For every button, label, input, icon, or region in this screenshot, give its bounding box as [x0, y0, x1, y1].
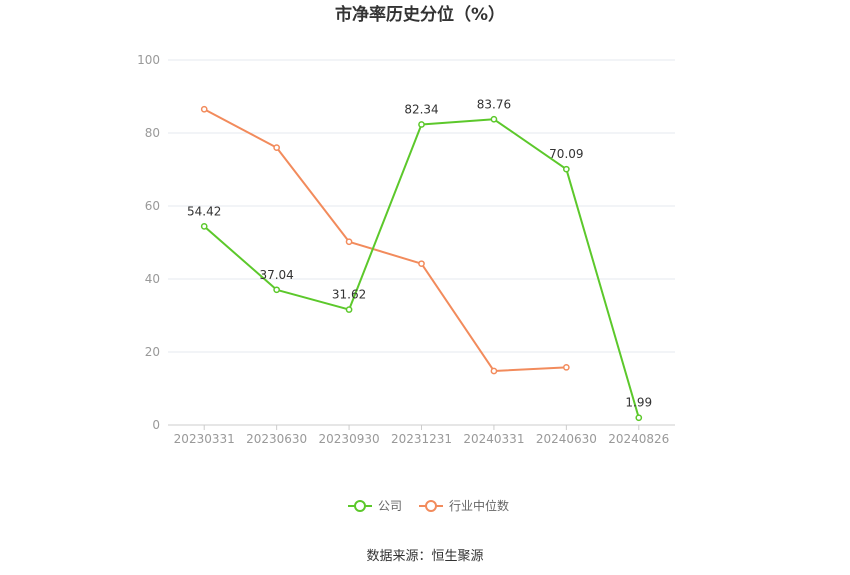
x-tick-label: 20231231	[391, 432, 452, 446]
legend-item-1[interactable]: 行业中位数	[419, 498, 509, 513]
data-source: 数据来源：恒生聚源	[366, 549, 483, 564]
grid	[168, 59, 675, 353]
series: 54.42 37.04 31.62 82.34 83.76 70.09 1.99	[187, 97, 652, 422]
data-point[interactable]	[563, 363, 570, 371]
y-tick-label: 20	[145, 345, 160, 359]
data-label: 82.34	[404, 102, 438, 116]
data-point[interactable]	[345, 306, 353, 313]
x-tick-label: 20240630	[536, 432, 597, 446]
legend-marker-icon	[425, 500, 437, 512]
y-tick-label: 100	[137, 53, 160, 67]
series-0: 54.42 37.04 31.62 82.34 83.76 70.09 1.99	[187, 97, 652, 422]
series-1	[200, 105, 570, 375]
y-tick-label: 40	[145, 272, 160, 286]
data-point[interactable]	[490, 115, 498, 123]
series-line	[203, 108, 567, 372]
data-point[interactable]	[490, 367, 498, 375]
data-label: 1.99	[625, 396, 652, 410]
x-tick-label: 20240331	[463, 432, 524, 446]
data-point[interactable]	[563, 165, 570, 173]
legend-label: 行业中位数	[449, 498, 509, 513]
x-tick-label: 20230331	[174, 432, 235, 446]
data-point[interactable]	[200, 223, 208, 230]
data-point[interactable]	[200, 105, 208, 113]
legend-item-0[interactable]: 公司	[348, 499, 402, 513]
legend-marker-icon	[354, 500, 366, 512]
data-point[interactable]	[635, 414, 643, 422]
data-point[interactable]	[418, 121, 425, 128]
x-tick-label: 20230630	[246, 432, 307, 446]
x-tick-label: 20240826	[608, 432, 669, 446]
data-point[interactable]	[345, 238, 353, 246]
data-label: 31.62	[332, 288, 366, 302]
chart-title: 市净率历史分位（%）	[335, 4, 505, 25]
data-label: 83.76	[477, 97, 511, 111]
x-axis: 20230331 20230630 20230930 20231231 20240331…	[168, 424, 675, 446]
data-label: 37.04	[259, 268, 293, 282]
data-label: 54.42	[187, 204, 221, 218]
y-tick-label: 80	[145, 126, 160, 140]
legend[interactable]: 公司 行业中位数	[348, 498, 509, 513]
data-point[interactable]	[273, 286, 280, 294]
y-tick-label: 0	[152, 418, 160, 432]
legend-label: 公司	[378, 499, 402, 513]
data-label: 70.09	[549, 147, 583, 161]
y-tick-label: 60	[145, 199, 160, 213]
data-point[interactable]	[418, 260, 425, 268]
data-point[interactable]	[273, 144, 280, 151]
x-tick-label: 20230930	[319, 432, 380, 446]
y-axis: 0 20 40 60 80 100	[137, 53, 160, 432]
